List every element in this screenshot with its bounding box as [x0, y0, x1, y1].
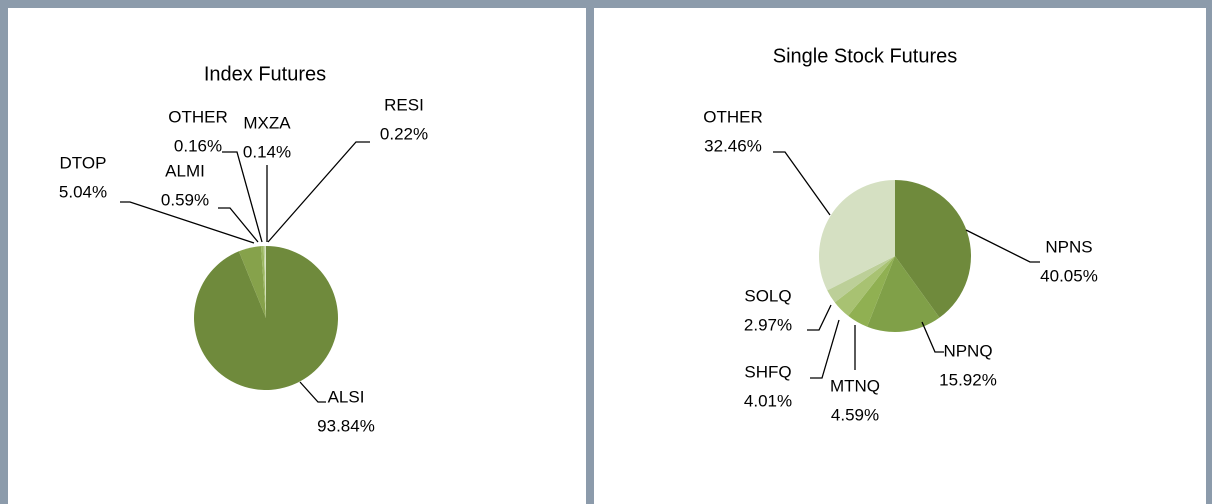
slice-label: ALSI [328, 387, 365, 406]
leader-line [218, 207, 259, 243]
slice-value-label: 32.46% [704, 136, 762, 155]
slice-value-label: 2.97% [744, 315, 792, 334]
slice-label: OTHER [168, 107, 228, 126]
leader-line [921, 321, 944, 353]
slice-label: NPNQ [943, 341, 992, 360]
pie-slice [834, 256, 895, 316]
slice-value-label: 5.04% [59, 182, 107, 201]
slice-value-label: 0.16% [174, 136, 222, 155]
slice-label: ALMI [165, 161, 205, 180]
leader-line [120, 201, 255, 244]
slice-value-label: 4.59% [831, 405, 879, 424]
slice-value-label: 0.22% [380, 124, 428, 143]
pie-slice [264, 246, 266, 318]
leader-line [299, 381, 326, 403]
slice-value-label: 93.84% [317, 416, 375, 435]
pie-slice [238, 246, 266, 318]
chart-title: Single Stock Futures [773, 45, 958, 67]
pie-slice [193, 246, 338, 390]
slice-value-label: 0.14% [243, 142, 291, 161]
leader-line [965, 229, 1040, 263]
pie-slice [265, 246, 266, 318]
pie-slice [895, 180, 971, 318]
slice-label: NPNS [1045, 237, 1092, 256]
pie-slice [263, 246, 266, 318]
slice-label: SHFQ [744, 362, 791, 381]
slice-value-label: 4.01% [744, 391, 792, 410]
pie-slice [848, 256, 895, 327]
pie-slice [260, 246, 266, 318]
leader-line [810, 319, 840, 379]
slice-value-label: 15.92% [939, 370, 997, 389]
slice-label: MTNQ [830, 376, 880, 395]
leader-line [807, 304, 832, 331]
slice-label: SOLQ [744, 286, 791, 305]
slice-label: RESI [384, 95, 424, 114]
leader-line [222, 151, 263, 243]
leader-line [773, 151, 831, 216]
pie-slice [827, 256, 895, 303]
slice-value-label: 0.59% [161, 190, 209, 209]
chart-title: Index Futures [204, 63, 326, 85]
slice-label: DTOP [60, 153, 107, 172]
leader-line [267, 141, 370, 243]
slice-value-label: 40.05% [1040, 266, 1098, 285]
slice-label: MXZA [243, 113, 291, 132]
pie-slice [867, 256, 940, 332]
pie-slice [819, 180, 895, 291]
slice-label: OTHER [703, 107, 763, 126]
